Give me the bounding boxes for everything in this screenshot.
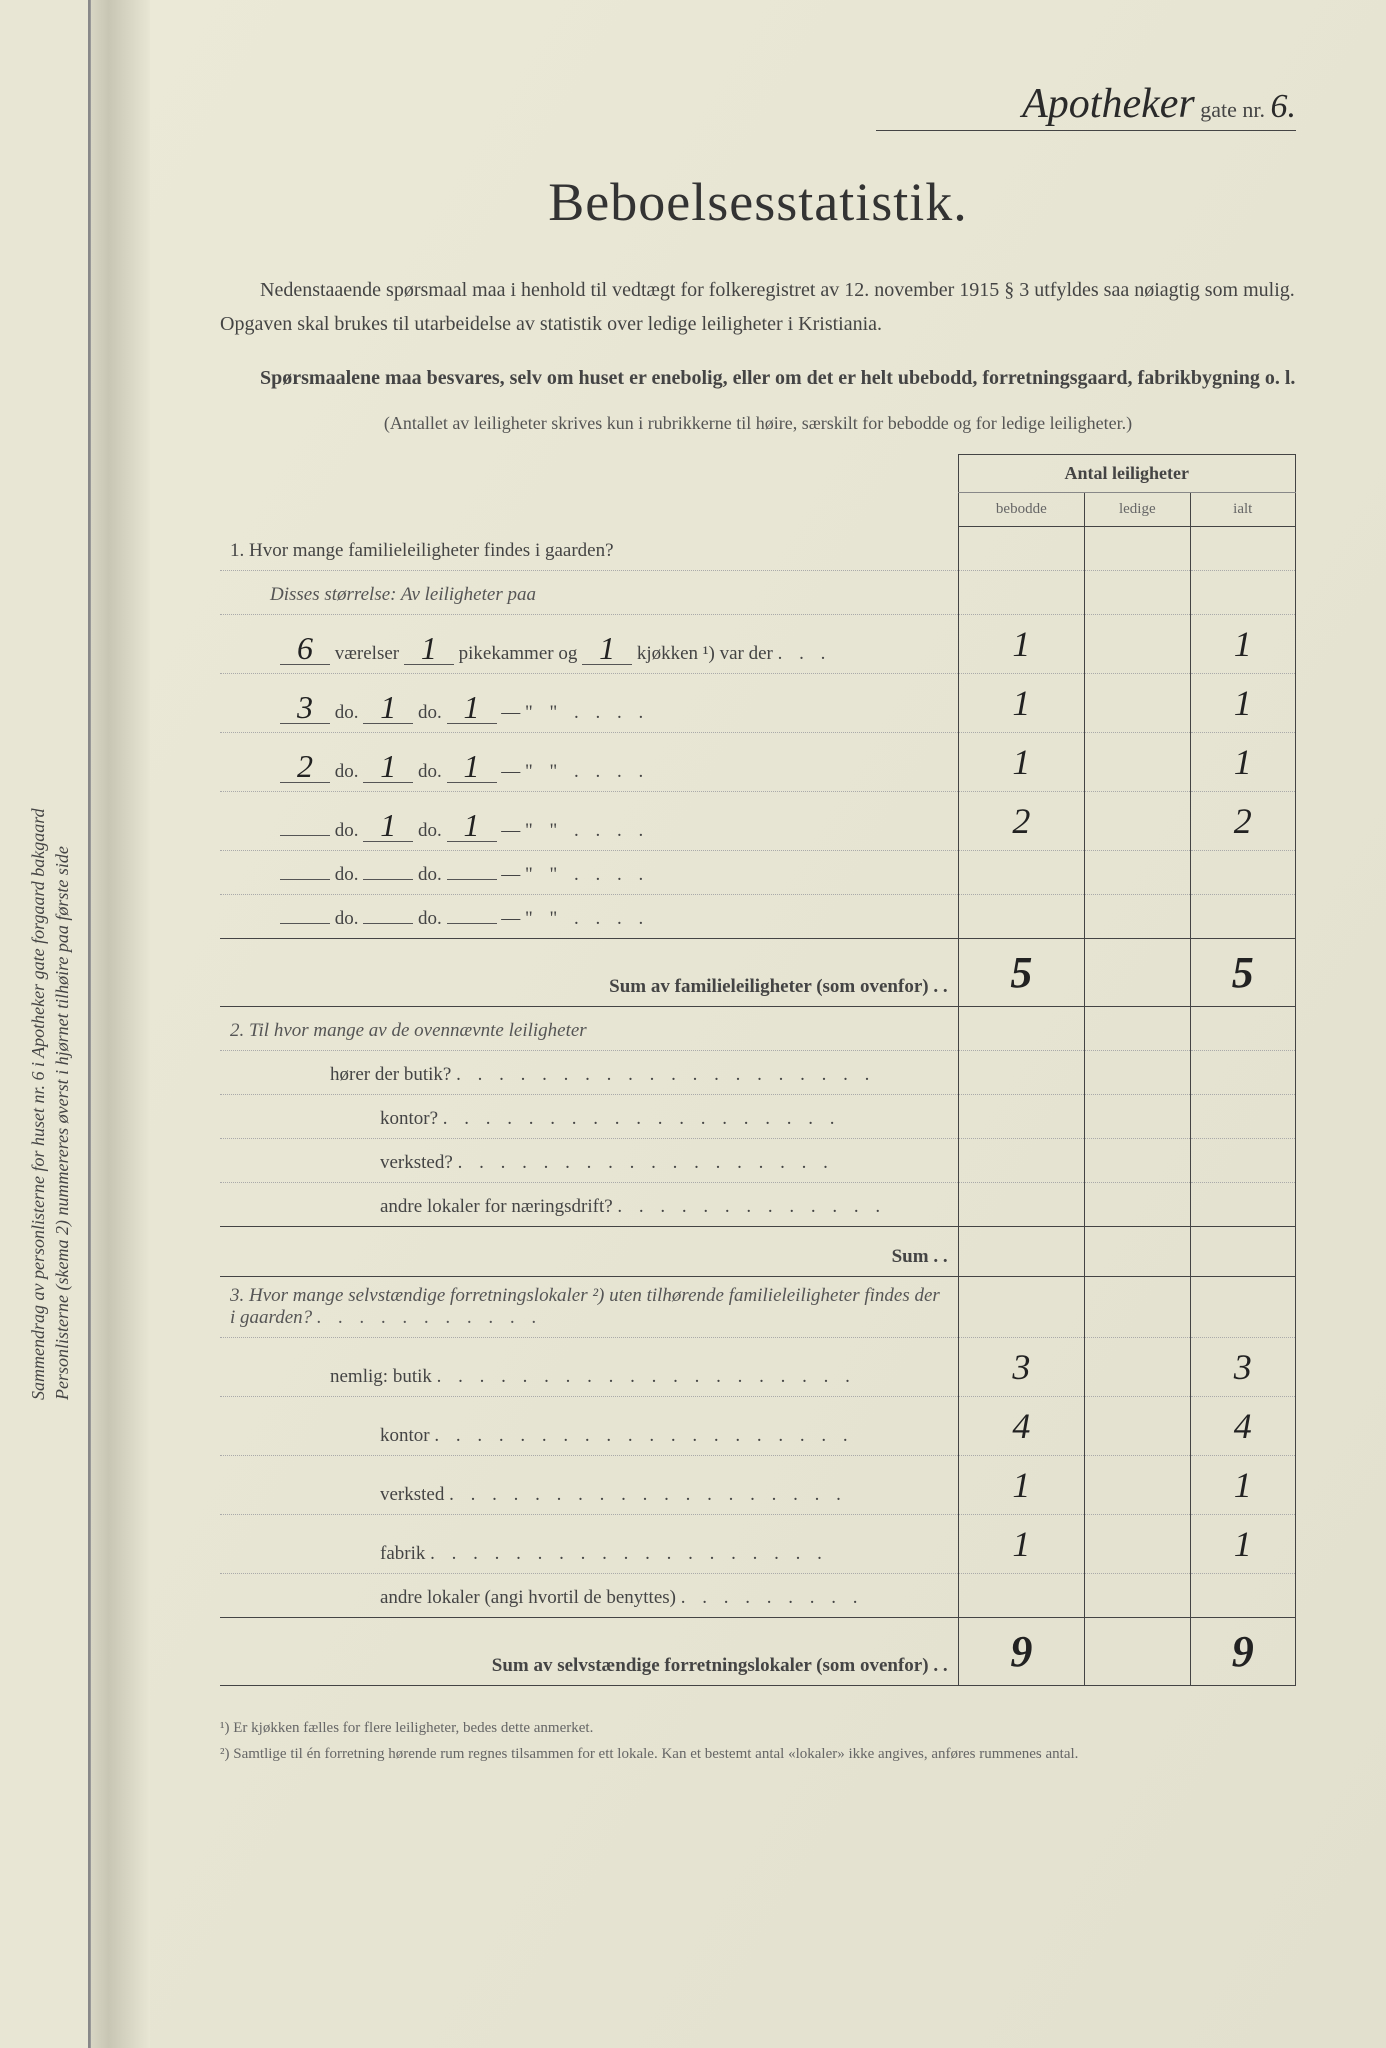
left-page-edge: Sammendrag av personlisterne for huset n… — [0, 0, 90, 2048]
intro-note: (Antallet av leiligheter skrives kun i r… — [220, 413, 1296, 434]
q1-row-0: 6 værelser 1 pikekammer og 1 kjøkken ¹) … — [220, 615, 1296, 674]
q3-label: 3. Hvor mange selvstændige forretningslo… — [220, 1277, 1296, 1338]
q2-row-0: hører der butik? . . . . . . . . . . . .… — [220, 1051, 1296, 1095]
q1-sum: Sum av familieleiligheter (som ovenfor) … — [220, 939, 1296, 1007]
q2-sum: Sum . . — [220, 1227, 1296, 1277]
footnotes: ¹) Er kjøkken fælles for flere leilighet… — [220, 1716, 1296, 1767]
margin-text-2: Personlisterne (skema 2) nummereres øver… — [52, 846, 73, 1400]
q3-row-0: nemlig: butik . . . . . . . . . . . . . … — [220, 1338, 1296, 1397]
q2-label: 2. Til hvor mange av de ovennævnte leili… — [220, 1007, 1296, 1051]
q3-row-1: kontor . . . . . . . . . . . . . . . . .… — [220, 1397, 1296, 1456]
intro-p2: Spørsmaalene maa besvares, selv om huset… — [220, 361, 1296, 395]
q1-row-1: 3 do. 1 do. 1 — " " . . . . 1 1 — [220, 674, 1296, 733]
col-ialt: ialt — [1190, 493, 1295, 527]
margin-text-1: Sammendrag av personlisterne for huset n… — [28, 808, 49, 1400]
q3-row-2: verksted . . . . . . . . . . . . . . . .… — [220, 1456, 1296, 1515]
footnote-1: ¹) Er kjøkken fælles for flere leilighet… — [220, 1716, 1296, 1742]
q3-row-3: fabrik . . . . . . . . . . . . . . . . .… — [220, 1515, 1296, 1574]
header-street-handwritten: Apotheker — [1022, 81, 1195, 127]
page-title: Beboelsesstatistik. — [220, 171, 1296, 233]
header-street-line: Apotheker gate nr. 6. — [876, 80, 1296, 131]
q2-row-2: verksted? . . . . . . . . . . . . . . . … — [220, 1139, 1296, 1183]
intro-p1: Nedenstaaende spørsmaal maa i henhold ti… — [220, 273, 1296, 341]
book-spine — [90, 0, 150, 2048]
q1-row-4: do. do. — " " . . . . — [220, 851, 1296, 895]
q1-row-2: 2 do. 1 do. 1 — " " . . . . 1 1 — [220, 733, 1296, 792]
footnote-2: ²) Samtlige til én forretning hørende ru… — [220, 1742, 1296, 1768]
q1-row-3: do. 1 do. 1 — " " . . . . 2 2 — [220, 792, 1296, 851]
header-number-handwritten: 6. — [1271, 88, 1297, 125]
q1-row-5: do. do. — " " . . . . — [220, 895, 1296, 939]
q1-sublabel: Disses størrelse: Av leiligheter paa — [220, 571, 958, 615]
q2-row-3: andre lokaler for næringsdrift? . . . . … — [220, 1183, 1296, 1227]
statistics-table: Antal leiligheter bebodde ledige ialt 1.… — [220, 454, 1296, 1686]
document-page: Apotheker gate nr. 6. Beboelsesstatistik… — [150, 0, 1386, 2048]
q2-row-1: kontor? . . . . . . . . . . . . . . . . … — [220, 1095, 1296, 1139]
col-super-header: Antal leiligheter — [958, 455, 1295, 493]
q3-sum: Sum av selvstændige forretningslokaler (… — [220, 1618, 1296, 1686]
gate-label: gate nr. — [1200, 97, 1265, 122]
col-ledige: ledige — [1085, 493, 1190, 527]
q1-label: 1. Hvor mange familieleiligheter findes … — [220, 527, 958, 571]
q3-row-4: andre lokaler (angi hvortil de benyttes)… — [220, 1574, 1296, 1618]
col-bebodde: bebodde — [958, 493, 1085, 527]
